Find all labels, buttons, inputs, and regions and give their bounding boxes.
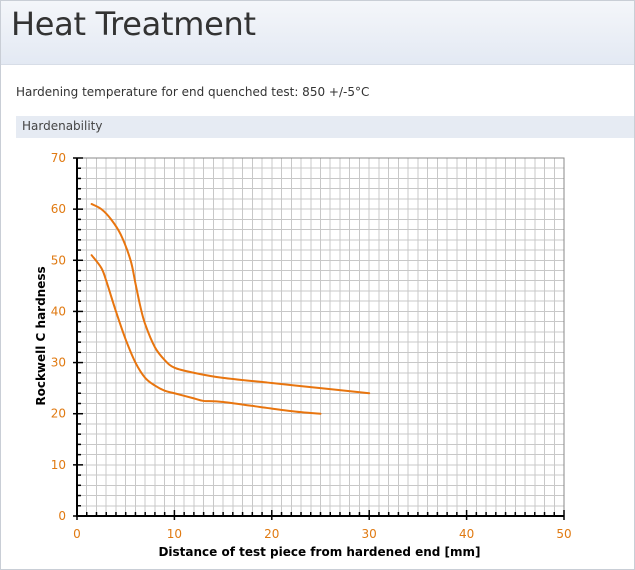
y-tick-label: 70 — [51, 151, 66, 165]
chart-curves — [90, 203, 371, 415]
x-axis-title: Distance of test piece from hardened end… — [158, 545, 480, 559]
x-tick-label: 20 — [264, 527, 279, 541]
chart-labels: 0 10 20 30 40 50 0 10 20 30 40 50 60 70 Distance of te… — [34, 151, 572, 559]
y-tick-label: 10 — [51, 458, 66, 472]
y-tick-label: 20 — [51, 407, 66, 421]
page-header: Heat Treatment — [1, 1, 634, 65]
y-axis-title: Rockwell C hardness — [34, 266, 48, 405]
y-tick-label: 50 — [51, 253, 66, 267]
x-tick-label: 0 — [73, 527, 81, 541]
y-tick-label: 30 — [51, 356, 66, 370]
section-header-hardenability: Hardenability — [16, 116, 634, 138]
hardening-temperature-text: Hardening temperature for end quenched t… — [16, 85, 370, 99]
x-tick-label: 50 — [556, 527, 571, 541]
chart-axes — [73, 157, 565, 520]
y-tick-label: 0 — [58, 509, 66, 523]
x-tick-label: 10 — [167, 527, 182, 541]
series-line-upper — [90, 203, 371, 395]
chart-grid — [77, 158, 564, 516]
series-line-lower — [90, 254, 322, 415]
y-tick-label: 40 — [51, 304, 66, 318]
x-tick-label: 40 — [459, 527, 474, 541]
y-tick-label: 60 — [51, 202, 66, 216]
section-title: Hardenability — [22, 119, 103, 133]
page-title: Heat Treatment — [11, 5, 256, 43]
x-tick-label: 30 — [362, 527, 377, 541]
